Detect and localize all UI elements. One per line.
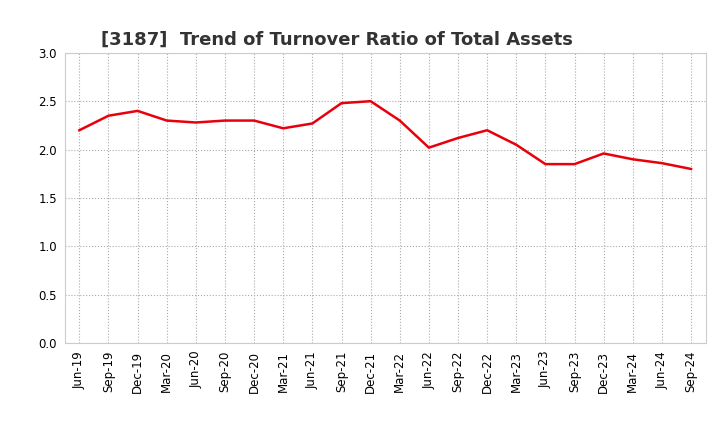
Text: [3187]  Trend of Turnover Ratio of Total Assets: [3187] Trend of Turnover Ratio of Total …: [101, 31, 572, 49]
